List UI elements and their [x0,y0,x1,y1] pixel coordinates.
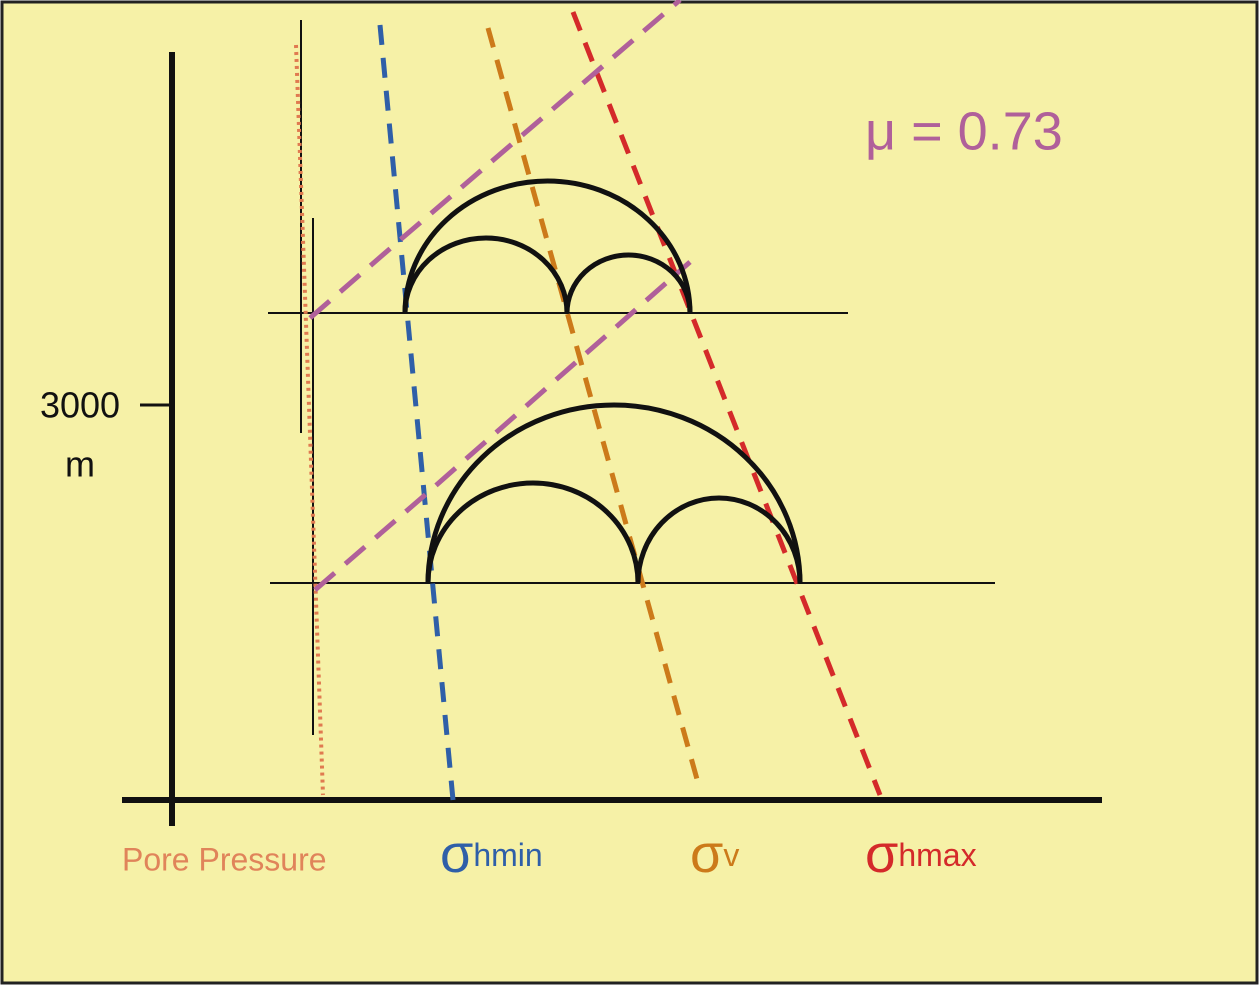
shmax-line [570,11,883,796]
mohr-circle [425,480,641,584]
subscript: v [723,837,739,873]
sv-label: σv [690,824,739,884]
mohr-circles-lower [425,402,803,584]
pore-pressure-line [294,44,325,796]
failure-envelope [313,260,692,592]
sigma: σ [865,824,898,884]
depth-unit: m [65,444,95,485]
friction-annotation: μ = 0.73 [865,101,1063,161]
failure-envelope [308,0,682,320]
mohr-circle [402,235,570,314]
subscript: hmax [898,837,976,873]
shmin-label: σhmin [440,824,543,884]
mohr-circle [564,252,693,314]
mohr-circles-upper [402,178,693,314]
subscript: hmin [473,837,542,873]
pore-pressure-label: Pore Pressure [122,841,327,877]
mohr-circle [425,402,803,584]
sigma: σ [440,824,473,884]
mohr-circle [402,178,693,314]
depth-tick-label: 3000 [40,385,120,426]
sigma: σ [690,824,723,884]
shmax-label: σhmax [865,824,977,884]
mohr-circle [635,495,803,584]
